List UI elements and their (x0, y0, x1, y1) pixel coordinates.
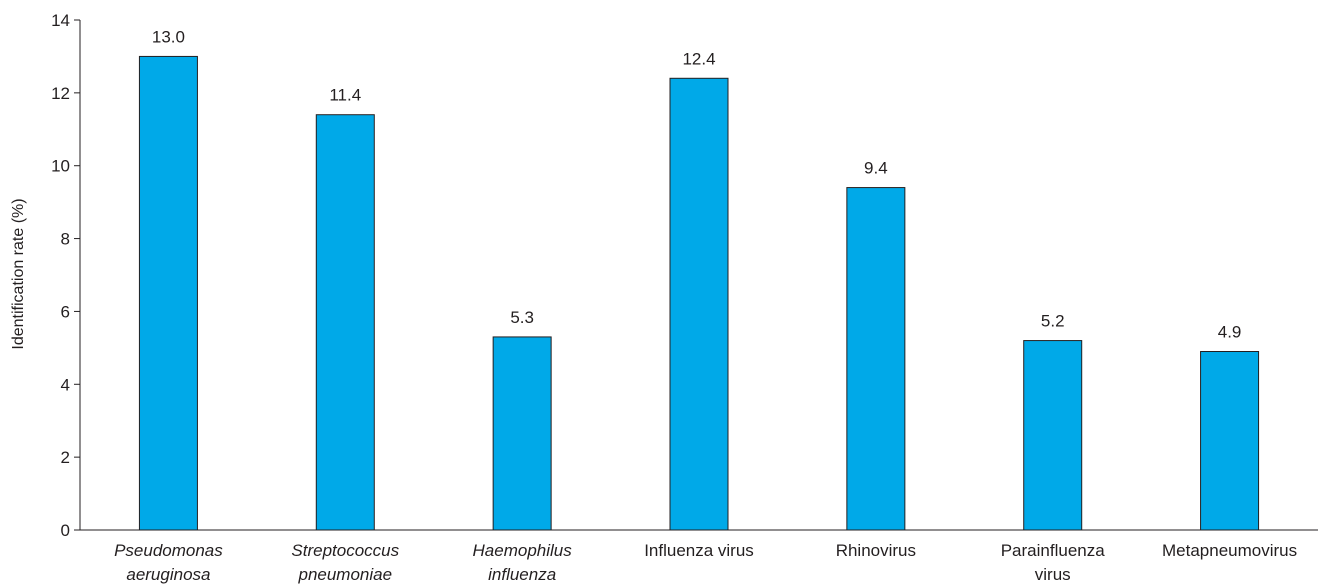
category-label: Influenza virus (644, 541, 754, 560)
category-label: Metapneumovirus (1162, 541, 1297, 560)
category-label: influenza (488, 565, 556, 584)
bar (315, 114, 375, 531)
category-label: Haemophilus (473, 541, 573, 560)
y-tick-label: 12 (51, 84, 70, 103)
y-tick-label: 6 (61, 302, 70, 321)
category-label: pneumoniae (297, 565, 392, 584)
bar (846, 187, 906, 531)
data-label: 5.2 (1041, 312, 1065, 331)
data-label: 5.3 (510, 308, 534, 327)
data-label: 13.0 (152, 27, 185, 46)
y-tick-label: 10 (51, 157, 70, 176)
y-tick-label: 8 (61, 230, 70, 249)
y-axis: 0 2 4 6 8 10 12 14 (51, 11, 81, 540)
bar (1023, 340, 1083, 531)
category-labels: Pseudomonas aeruginosa Streptococcus pneumo… (114, 541, 1297, 584)
category-label: Rhinovirus (836, 541, 916, 560)
y-tick-label: 0 (61, 521, 70, 540)
bar (138, 55, 198, 531)
data-labels: 13.0 11.4 5.3 12.4 9.4 5.2 4.9 (152, 27, 1242, 341)
y-tick-label: 4 (61, 375, 70, 394)
data-label: 4.9 (1218, 323, 1242, 342)
bar (669, 77, 729, 531)
category-label: virus (1035, 565, 1071, 584)
y-tick-label: 14 (51, 11, 70, 30)
data-label: 11.4 (329, 86, 361, 105)
category-label: Parainfluenza (1001, 541, 1106, 560)
bar (492, 336, 552, 531)
bars (138, 55, 1260, 531)
y-axis-title: Identification rate (%) (10, 198, 27, 349)
data-label: 9.4 (864, 159, 888, 178)
data-label: 12.4 (682, 49, 715, 68)
category-label: Streptococcus (291, 541, 399, 560)
category-label: Pseudomonas (114, 541, 223, 560)
bar (1200, 351, 1260, 531)
category-label: aeruginosa (126, 565, 210, 584)
y-tick-label: 2 (61, 448, 70, 467)
